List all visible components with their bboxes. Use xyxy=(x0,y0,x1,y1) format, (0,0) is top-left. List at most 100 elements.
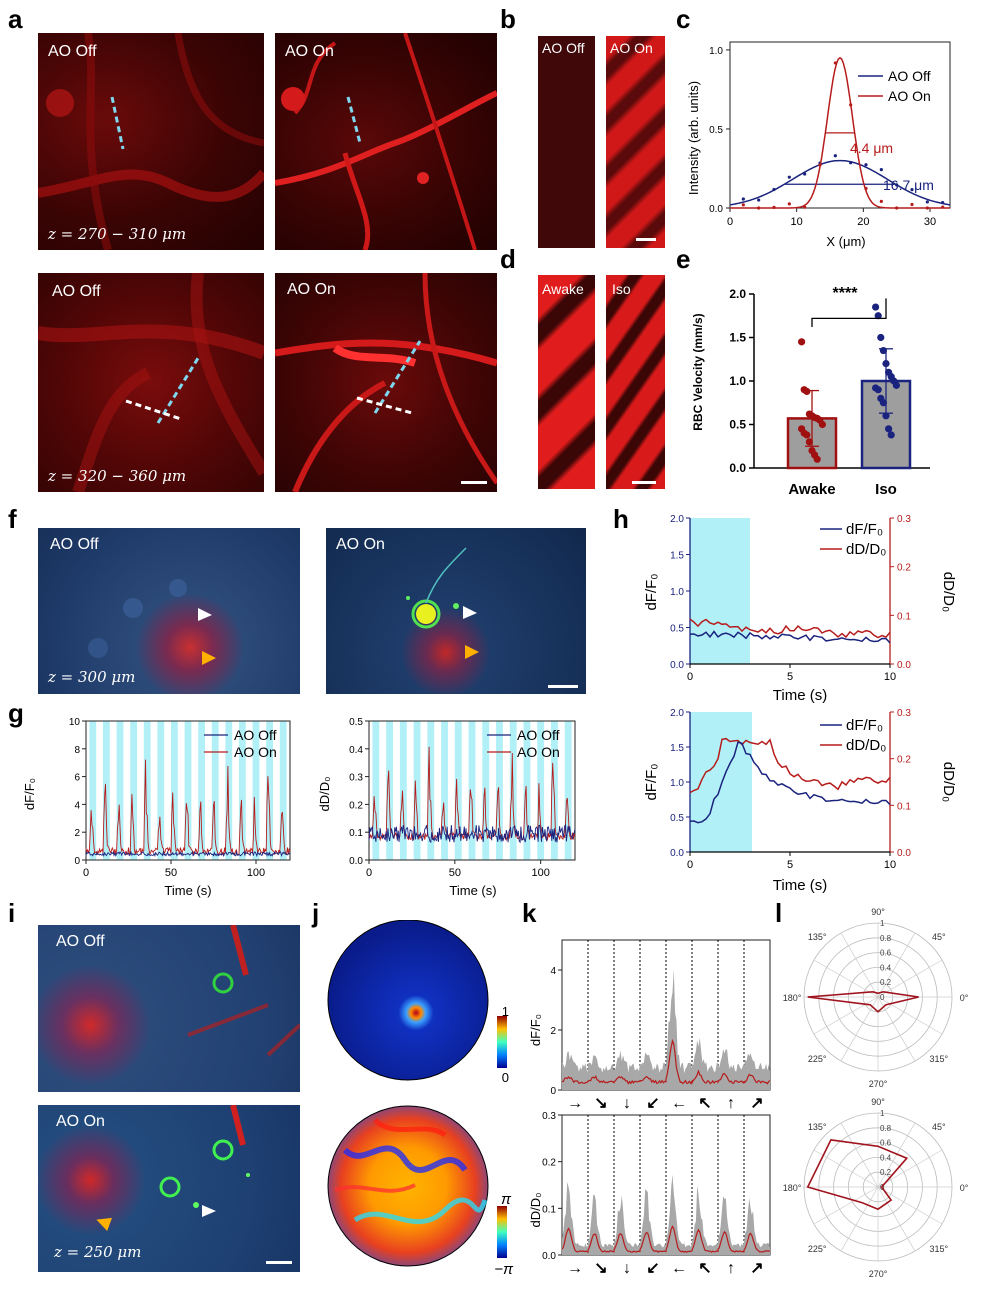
plot-frame xyxy=(85,720,291,861)
bars: 0.0 0.5 1.0 1.5 2.0 xyxy=(729,287,930,475)
y-tick-label: 0.1 xyxy=(542,1204,556,1215)
trace-ao-on xyxy=(85,759,291,857)
data-point xyxy=(910,188,914,192)
stimulus-band xyxy=(690,712,752,852)
y-axis-label: dF/F₀ xyxy=(643,763,660,800)
ao-off-label: AO Off xyxy=(56,933,105,950)
cell-pattern xyxy=(187,925,300,1057)
direction-arrow: ↘ xyxy=(594,1095,607,1112)
trace-plot: 0.0 0.1 0.2 0.3 0.4 0.5 0 50 100 xyxy=(349,717,576,879)
stimulus-band xyxy=(454,721,462,860)
depth-label: z = 250 μm xyxy=(54,1243,142,1261)
direction-arrow: ↖ xyxy=(698,1260,711,1277)
y2-tick-label: 0.3 xyxy=(897,708,911,719)
legend: dF/F₀ dD/D₀ xyxy=(820,717,886,754)
data-point xyxy=(803,172,807,176)
x-tick-label: 0 xyxy=(366,867,372,879)
angle-label: 225° xyxy=(808,1054,827,1064)
data-point xyxy=(741,203,745,207)
image-f-on: AO On xyxy=(326,528,586,694)
image-d-iso: Iso xyxy=(606,275,665,489)
angular-gridline xyxy=(813,996,879,1035)
y-tick-label: 2.0 xyxy=(670,514,684,525)
direction-arrow: → xyxy=(567,1260,583,1277)
trace-ao-off xyxy=(368,824,576,844)
radial-tick-label: 0 xyxy=(880,993,885,1002)
angular-gridline xyxy=(840,932,879,998)
scale-bar xyxy=(632,481,656,484)
panel-letter-a: a xyxy=(8,4,23,34)
panel-letter-h: h xyxy=(613,504,629,534)
angle-label: 45° xyxy=(932,932,946,942)
y-tick-label: 4 xyxy=(550,966,556,977)
legend-label-off: AO Off xyxy=(888,68,931,84)
stimulus-band xyxy=(372,721,380,860)
y-tick-label: 0.0 xyxy=(709,204,723,215)
stimulus-band xyxy=(279,721,287,860)
y-axis-label: dF/F₀ xyxy=(22,778,37,810)
colorbar-min: 0 xyxy=(502,1070,509,1085)
direction-arrow: ↑ xyxy=(727,1260,735,1277)
direction-arrow: ↘ xyxy=(594,1260,607,1277)
angle-label: 0° xyxy=(960,1183,969,1193)
trace-df xyxy=(689,741,891,824)
data-point xyxy=(941,205,945,209)
chart-c: Intensity (arb. units) X (μm) 0 10 20 30 0.0… xyxy=(686,41,951,249)
direction-arrow: → xyxy=(567,1095,583,1112)
stimulus-band xyxy=(564,721,572,860)
direction-arrow: ↓ xyxy=(623,1260,631,1277)
panel-letter-k: k xyxy=(522,898,537,928)
angular-gridline xyxy=(877,932,916,998)
scale-bar xyxy=(636,238,656,241)
depth-label: z = 320 − 360 μm xyxy=(48,467,187,485)
data-point xyxy=(874,312,882,320)
y-tick-label: 0.3 xyxy=(542,1111,556,1122)
angle-label: 90° xyxy=(871,907,885,917)
data-point xyxy=(895,206,899,210)
angular-gridline xyxy=(877,1186,916,1252)
x-tick-label: 5 xyxy=(787,859,793,871)
trace-plot: 0.0 0.5 1.0 1.5 2.0 0.0 0.1 0.2 0.3 0 5 10 xyxy=(670,708,911,871)
annotation-fwhm-on: 4.4 μm xyxy=(850,140,893,156)
data-point xyxy=(787,175,791,179)
panel-letter-f: f xyxy=(8,504,17,534)
angle-label: 45° xyxy=(932,1122,946,1132)
x-axis-label: Time (s) xyxy=(773,877,827,894)
ao-off-label: AO Off xyxy=(50,536,99,553)
data-point xyxy=(877,333,885,342)
stimulus-band xyxy=(399,721,407,860)
angular-gridline xyxy=(813,1149,879,1188)
legend-label-df: dF/F₀ xyxy=(846,717,883,734)
angular-gridline xyxy=(877,996,943,1035)
tuning-curve-0 xyxy=(807,990,919,1013)
y-tick-label: 1.5 xyxy=(729,331,746,345)
angle-label: 135° xyxy=(808,932,827,942)
angular-gridline xyxy=(813,959,879,998)
data-point xyxy=(772,187,776,192)
chart-k: 0 2 4 → ↘ ↓ ↙ ← ↖ ↑ ↗ 0.0 0.1 0.2 0.3 → ↘ ↓ ↙ ← ↖ ↑ ↗ dF/F₀ dD… xyxy=(528,939,771,1277)
data-point xyxy=(787,202,791,206)
stimulus-band xyxy=(427,721,435,860)
colorbar-max: π xyxy=(501,1191,512,1208)
image-b-on: AO On xyxy=(606,36,665,248)
chart-l: 0° 45° 90° 135° 180° 225° 270° 315° 0 0.2 0.4 0.6 0.… xyxy=(783,907,969,1279)
x-tick-label: 5 xyxy=(787,671,793,683)
x-tick-label: 30 xyxy=(924,216,936,228)
ao-on-label: AO On xyxy=(285,43,334,60)
x-tick-label: 10 xyxy=(791,216,803,228)
stimulus-band xyxy=(103,721,110,860)
image-i-off: AO Off xyxy=(38,925,300,1092)
image-b-off: AO Off xyxy=(538,36,595,248)
angle-label: 270° xyxy=(869,1269,888,1279)
direction-arrow: ↗ xyxy=(750,1095,763,1112)
y-axis-label: dD/D₀ xyxy=(317,776,332,811)
x-axis-label: Time (s) xyxy=(773,687,827,704)
image-i-on: AO On z = 250 μm xyxy=(38,1105,300,1272)
x-tick-label: 10 xyxy=(884,859,896,871)
y-tick-label: 0.0 xyxy=(542,1251,556,1262)
stimulus-band xyxy=(130,721,137,860)
data-point xyxy=(910,202,914,207)
y-axis-label: dF/F₀ xyxy=(528,1014,543,1046)
mean-trace xyxy=(561,1225,771,1254)
panel-letter-e: e xyxy=(676,244,691,274)
